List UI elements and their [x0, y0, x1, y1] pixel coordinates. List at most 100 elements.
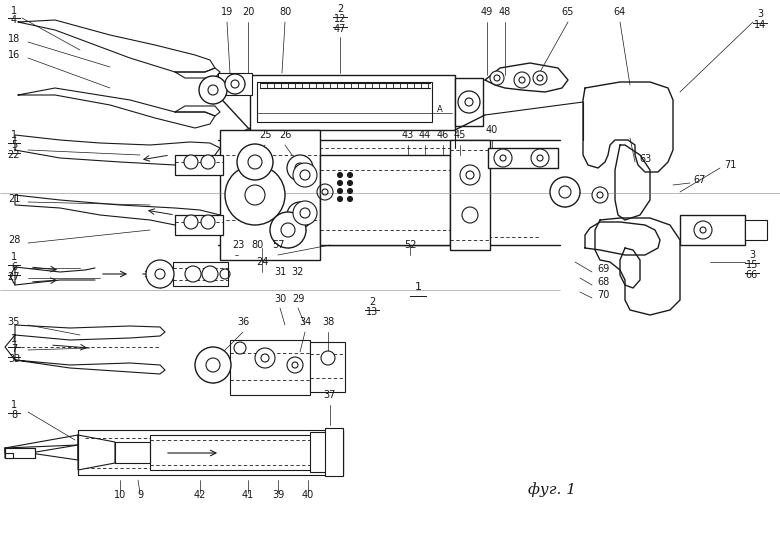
Text: 41: 41: [242, 490, 254, 500]
Circle shape: [255, 348, 275, 368]
Text: фуг. 1: фуг. 1: [528, 482, 576, 497]
Text: 24: 24: [256, 257, 268, 267]
Text: 20: 20: [242, 7, 254, 17]
Circle shape: [201, 215, 215, 229]
Text: A: A: [437, 105, 443, 114]
Polygon shape: [5, 335, 15, 360]
Bar: [78, 430, 343, 475]
Text: 21: 21: [8, 194, 20, 204]
Circle shape: [460, 165, 480, 185]
Circle shape: [694, 221, 712, 239]
Text: 3: 3: [749, 250, 755, 260]
Text: 18: 18: [8, 34, 20, 44]
Polygon shape: [615, 145, 650, 220]
Bar: [285, 158, 335, 208]
Circle shape: [462, 207, 478, 223]
Text: 12: 12: [334, 14, 346, 24]
Circle shape: [348, 197, 353, 201]
Text: 28: 28: [8, 235, 20, 245]
Bar: [310, 342, 345, 392]
Text: 6: 6: [11, 262, 17, 272]
Text: 33: 33: [8, 354, 20, 364]
Text: 14: 14: [754, 20, 766, 30]
Text: 66: 66: [746, 270, 758, 280]
Bar: [230, 340, 310, 395]
Text: 7: 7: [11, 344, 17, 354]
Text: 27: 27: [8, 272, 20, 282]
Text: 4: 4: [11, 15, 17, 25]
Bar: [680, 215, 745, 245]
Polygon shape: [78, 435, 115, 470]
Circle shape: [237, 144, 273, 180]
Circle shape: [494, 149, 512, 167]
Polygon shape: [585, 222, 660, 255]
Bar: [455, 78, 483, 126]
Text: 19: 19: [221, 7, 233, 17]
Text: 3: 3: [757, 9, 763, 19]
Text: 64: 64: [614, 7, 626, 17]
Text: 2: 2: [337, 4, 343, 14]
Text: 71: 71: [724, 160, 736, 170]
Text: 67: 67: [694, 175, 706, 185]
Bar: [257, 82, 432, 122]
Polygon shape: [175, 68, 220, 78]
Bar: [175, 215, 223, 235]
Circle shape: [195, 347, 231, 383]
Text: 1: 1: [11, 400, 17, 410]
Text: 36: 36: [237, 317, 249, 327]
Text: 47: 47: [334, 24, 346, 34]
Bar: [218, 73, 252, 95]
Text: 9: 9: [137, 490, 143, 500]
Circle shape: [199, 76, 227, 104]
Text: 70: 70: [597, 290, 609, 300]
Bar: [173, 262, 228, 286]
Text: 2: 2: [369, 297, 375, 307]
Text: 22: 22: [8, 150, 20, 160]
Bar: [745, 220, 767, 240]
Circle shape: [146, 260, 174, 288]
Circle shape: [201, 155, 215, 169]
Circle shape: [287, 357, 303, 373]
Text: 65: 65: [562, 7, 574, 17]
Circle shape: [338, 188, 342, 194]
Text: 16: 16: [8, 50, 20, 60]
Text: 45: 45: [454, 130, 466, 140]
Text: 10: 10: [114, 490, 126, 500]
Text: 49: 49: [481, 7, 493, 17]
Circle shape: [592, 187, 608, 203]
Text: 63: 63: [639, 154, 651, 164]
Bar: [5, 448, 35, 458]
Circle shape: [348, 181, 353, 185]
Circle shape: [514, 72, 530, 88]
Polygon shape: [485, 63, 568, 92]
Text: 25: 25: [259, 130, 271, 140]
Polygon shape: [5, 445, 78, 460]
Polygon shape: [620, 248, 640, 288]
Bar: [325, 428, 343, 476]
Text: 1: 1: [11, 6, 17, 16]
Circle shape: [338, 172, 342, 178]
Text: 1: 1: [11, 130, 17, 140]
Circle shape: [550, 177, 580, 207]
Text: 80: 80: [252, 240, 264, 250]
Text: 35: 35: [8, 317, 20, 327]
Text: 69: 69: [597, 264, 609, 274]
Text: 1: 1: [11, 252, 17, 262]
Polygon shape: [15, 360, 165, 374]
Text: 13: 13: [366, 307, 378, 317]
Text: 5: 5: [11, 140, 17, 150]
Circle shape: [458, 91, 480, 113]
Circle shape: [202, 266, 218, 282]
Text: 38: 38: [322, 317, 334, 327]
Bar: [320, 155, 450, 245]
Text: 1: 1: [414, 282, 421, 292]
Text: 39: 39: [272, 490, 284, 500]
Text: 31: 31: [274, 267, 286, 277]
Circle shape: [531, 149, 549, 167]
Circle shape: [184, 215, 198, 229]
Circle shape: [490, 71, 504, 85]
Polygon shape: [115, 442, 150, 463]
Bar: [488, 148, 558, 168]
Polygon shape: [583, 82, 673, 172]
Bar: [220, 130, 320, 260]
